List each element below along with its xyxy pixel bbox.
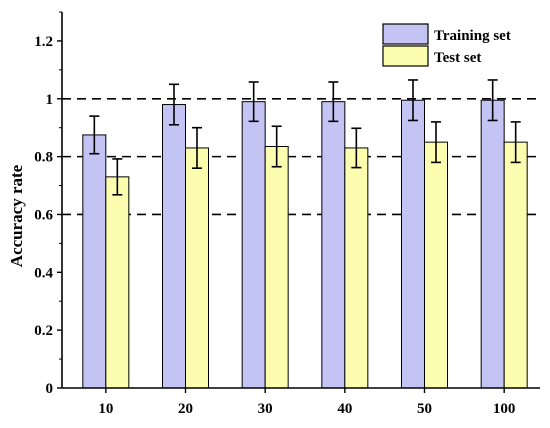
error-bar-training-100: [487, 79, 498, 122]
bar-test-50: [424, 141, 448, 389]
error-bar-training-20: [169, 83, 179, 126]
y-tick-label-1: 0.2: [34, 323, 53, 339]
error-bars: [89, 79, 521, 196]
error-bar-training-40: [328, 81, 339, 123]
error-bar-training-10: [89, 115, 100, 155]
reference-lines: [62, 97, 540, 216]
legend-swatch-test: [382, 45, 429, 67]
bar-test-30: [264, 145, 289, 389]
error-bar-test-10: [112, 158, 123, 196]
x-tick-label-10: 10: [98, 401, 113, 417]
legend-label-training: Training set: [434, 28, 511, 44]
bar-training-50: [401, 99, 425, 389]
y-tick-label-4: 0.8: [34, 150, 53, 166]
bar-training-40: [321, 101, 346, 389]
x-tick-label-20: 20: [178, 401, 193, 417]
bar-test-100: [503, 141, 528, 389]
bar-training-100: [480, 99, 505, 389]
error-bar-training-50: [408, 79, 418, 122]
legend-swatch-training: [382, 23, 429, 45]
legend-label-test: Test set: [434, 50, 481, 66]
y-tick-label-2: 0.4: [34, 265, 53, 281]
x-tick-label-40: 40: [337, 401, 352, 417]
error-bar-test-100: [510, 121, 521, 164]
x-tick-label-30: 30: [258, 401, 273, 417]
bar-test-10: [105, 176, 130, 389]
axes: [61, 12, 540, 389]
error-bar-test-20: [192, 126, 202, 169]
bar-test-40: [344, 147, 369, 389]
y-tick-label-0: 0: [46, 381, 54, 397]
tick-labels: 0 0.2 0.4 0.6 0.8 1 1.2 10 20 30 40 50 100: [34, 11, 516, 417]
bars: [82, 99, 528, 389]
bar-training-30: [241, 101, 266, 389]
error-bar-test-40: [351, 127, 362, 169]
y-tick-label-5: 1: [46, 92, 54, 108]
error-bar-test-50: [431, 121, 441, 164]
y-axis-label: Accuracy rate: [7, 164, 26, 267]
bar-training-10: [82, 134, 107, 389]
error-bar-training-30: [248, 81, 259, 123]
legend: Training set Test set: [382, 23, 511, 67]
bar-training-20: [162, 104, 186, 389]
y-tick-label-6: 1.2: [34, 34, 53, 50]
error-bar-test-30: [271, 125, 282, 168]
x-tick-label-100: 100: [493, 401, 516, 417]
x-tick-label-50: 50: [417, 401, 432, 417]
y-tick-label-3: 0.6: [34, 207, 53, 223]
bar-test-20: [185, 147, 209, 389]
